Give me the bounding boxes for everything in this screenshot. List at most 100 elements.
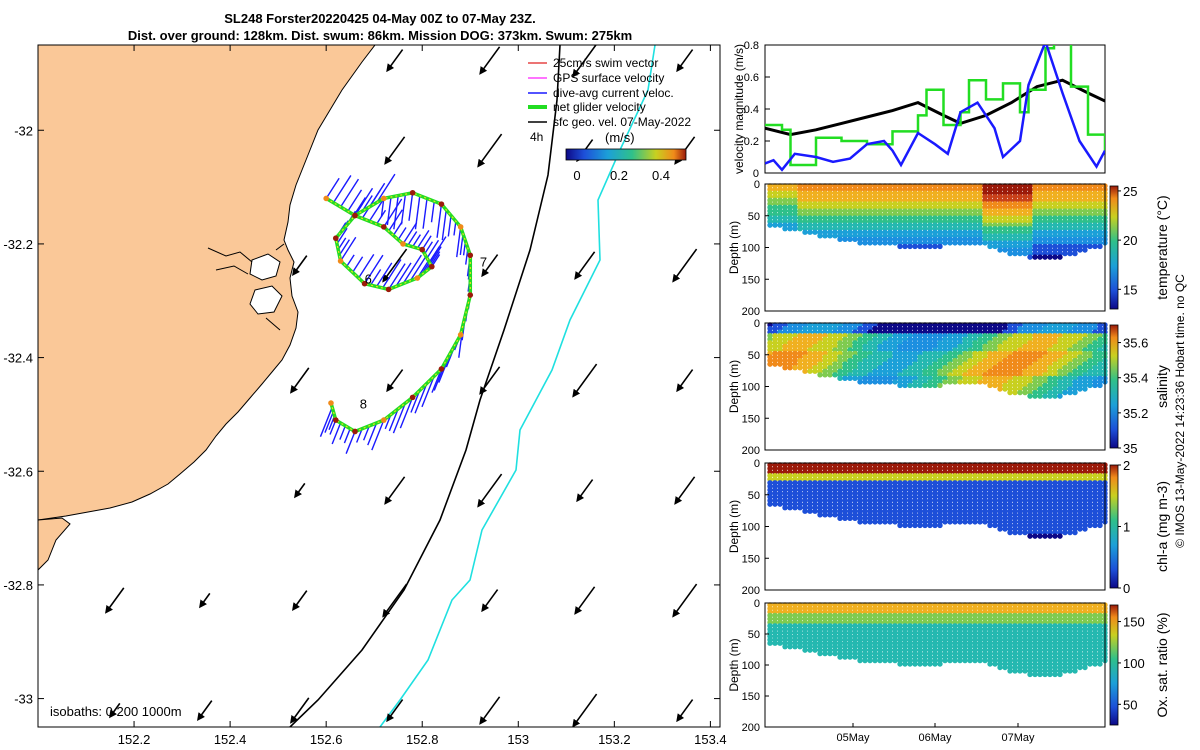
section-sample — [932, 382, 938, 389]
section-sample — [1002, 247, 1008, 253]
section-sample — [917, 522, 923, 529]
section-sample — [902, 243, 908, 250]
current-vector — [332, 175, 352, 204]
current-vector — [409, 254, 428, 282]
section-sample — [797, 364, 803, 371]
section-sample — [1092, 522, 1098, 529]
section-sample — [882, 657, 888, 664]
section-ytick-label: 150 — [742, 413, 760, 425]
track-point — [332, 417, 339, 423]
section-sample — [827, 512, 833, 518]
isobaths — [289, 45, 656, 727]
section-sample — [947, 240, 953, 246]
section-sample — [767, 640, 773, 646]
colorbar-tick: 0 — [573, 168, 580, 183]
legend-entry-gps: GPS surface velocity — [528, 71, 664, 85]
colorbar-tick-label: 25 — [1123, 184, 1137, 199]
section-sample — [1077, 386, 1083, 392]
section-sample — [817, 650, 823, 657]
section-sample — [872, 657, 878, 664]
section-sample — [787, 504, 793, 511]
section-sample — [857, 519, 863, 525]
current-vector — [399, 397, 414, 429]
section-sample — [802, 647, 808, 653]
colorbar-label: temperature (°C) — [1154, 195, 1170, 299]
section-sample — [977, 657, 983, 664]
section-sample — [927, 243, 933, 250]
section-sample — [1092, 661, 1098, 667]
current-vector — [436, 204, 443, 238]
section-sample — [892, 657, 898, 664]
current-vector — [397, 227, 407, 241]
current-vector — [416, 229, 430, 249]
lon-tick-label: 153.4 — [694, 732, 727, 747]
current-vector — [408, 192, 414, 221]
section-sample — [947, 657, 953, 664]
section-sample — [847, 375, 853, 382]
section-sample — [882, 379, 888, 385]
track-point — [419, 246, 426, 253]
geo-velocity-arrow — [477, 133, 503, 168]
current-vector — [414, 195, 421, 230]
current-vector — [319, 407, 333, 437]
section-sample — [992, 382, 998, 389]
section-sample — [997, 386, 1003, 392]
velocity-ytick-label: 0.6 — [744, 72, 759, 84]
section-sample — [772, 501, 778, 507]
current-vector — [392, 221, 403, 236]
section-sample — [867, 519, 873, 525]
section-sample — [1037, 533, 1043, 539]
section-sample — [1087, 382, 1093, 389]
section-sample — [1017, 389, 1023, 396]
section-sample — [887, 519, 893, 525]
lon-tick-label: 152.2 — [118, 732, 151, 747]
section-sample — [807, 368, 813, 374]
section-sample — [1007, 529, 1013, 536]
current-vector — [395, 262, 412, 287]
section-sample — [862, 519, 868, 525]
section-sample — [972, 240, 978, 246]
section-sample — [1037, 254, 1043, 260]
section-sample — [1037, 393, 1043, 399]
section-sample — [1072, 668, 1078, 674]
inlet — [207, 243, 285, 331]
day-marker-label: 6 — [365, 272, 372, 287]
section-sample — [1032, 393, 1038, 399]
section-sample — [1007, 250, 1013, 257]
section-sample — [922, 243, 928, 250]
section-sample — [827, 650, 833, 657]
section-ytick-label: 0 — [754, 458, 760, 470]
section-sample — [927, 382, 933, 389]
isobath-200m — [289, 45, 561, 727]
section-sample — [1077, 664, 1083, 671]
coast-lower — [38, 517, 71, 571]
section-sample — [852, 654, 858, 660]
track-point — [438, 201, 445, 207]
geo-velocity-arrow — [386, 699, 404, 723]
section-sample — [1057, 533, 1063, 539]
section-sample — [887, 657, 893, 664]
section-sample — [1047, 393, 1053, 399]
section-sample — [1012, 389, 1018, 396]
section-sample — [1027, 533, 1033, 539]
section-sample — [772, 361, 778, 367]
section-sample — [1022, 668, 1028, 674]
current-vector — [339, 236, 357, 262]
section-sample — [812, 368, 818, 374]
section-sample — [1087, 243, 1093, 250]
section-sample — [837, 515, 843, 522]
section-sample — [782, 364, 788, 371]
section-sample — [1012, 529, 1018, 536]
section-sample — [957, 379, 963, 385]
velocity-series — [765, 45, 1105, 172]
section-sample — [952, 379, 958, 385]
section-ytick-label: 50 — [748, 211, 760, 223]
track-point — [337, 258, 344, 264]
current-vector — [380, 198, 385, 218]
section-sample — [1027, 393, 1033, 399]
section-sample — [1062, 250, 1068, 257]
section-sample — [987, 661, 993, 667]
section-sample — [1082, 526, 1088, 532]
